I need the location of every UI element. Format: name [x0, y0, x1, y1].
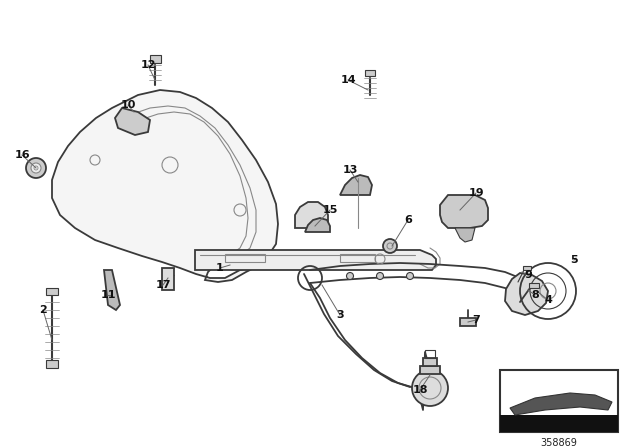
Text: 2: 2 — [39, 305, 47, 315]
Bar — [420, 366, 440, 374]
Polygon shape — [104, 270, 120, 310]
Circle shape — [31, 163, 41, 173]
Text: 1: 1 — [216, 263, 224, 273]
Bar — [46, 360, 58, 368]
Polygon shape — [455, 228, 475, 242]
Text: 8: 8 — [531, 290, 539, 300]
Bar — [529, 283, 539, 288]
Text: 14: 14 — [340, 75, 356, 85]
Bar — [500, 415, 618, 432]
Bar — [46, 288, 58, 295]
Text: 7: 7 — [472, 315, 480, 325]
Polygon shape — [440, 195, 488, 228]
Text: 19: 19 — [468, 188, 484, 198]
Text: 13: 13 — [342, 165, 358, 175]
Circle shape — [412, 370, 448, 406]
Text: 17: 17 — [156, 280, 171, 290]
Polygon shape — [115, 108, 150, 135]
Text: 9: 9 — [524, 270, 532, 280]
Circle shape — [376, 272, 383, 280]
Text: 4: 4 — [544, 295, 552, 305]
Polygon shape — [510, 393, 612, 415]
Polygon shape — [340, 175, 372, 195]
Text: 10: 10 — [120, 100, 136, 110]
Bar — [423, 358, 437, 366]
Text: 18: 18 — [412, 385, 428, 395]
Polygon shape — [295, 202, 328, 228]
Text: 11: 11 — [100, 290, 116, 300]
Bar — [340, 254, 375, 262]
Bar — [425, 350, 435, 358]
Text: 16: 16 — [14, 150, 30, 160]
Circle shape — [383, 239, 397, 253]
Bar — [460, 318, 476, 326]
Polygon shape — [505, 273, 548, 315]
Bar — [500, 370, 618, 432]
Text: 12: 12 — [140, 60, 156, 70]
Bar — [150, 55, 161, 63]
Polygon shape — [52, 90, 278, 282]
Circle shape — [406, 272, 413, 280]
Bar — [523, 266, 531, 270]
Circle shape — [26, 158, 46, 178]
Text: 6: 6 — [404, 215, 412, 225]
Bar — [162, 268, 174, 290]
Polygon shape — [195, 250, 436, 270]
Circle shape — [346, 272, 353, 280]
Text: 15: 15 — [323, 205, 338, 215]
Bar — [225, 254, 265, 262]
Text: 3: 3 — [336, 310, 344, 320]
Bar — [365, 70, 375, 76]
Polygon shape — [305, 218, 330, 232]
Text: 5: 5 — [570, 255, 578, 265]
Text: 358869: 358869 — [541, 438, 577, 448]
